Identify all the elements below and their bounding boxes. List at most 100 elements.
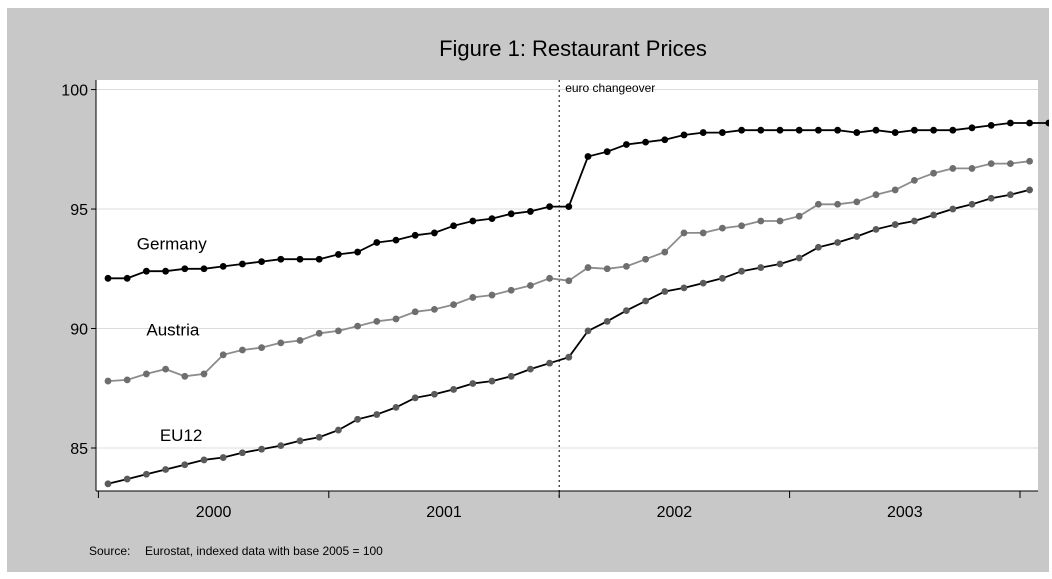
data-point-austria [872, 191, 880, 199]
data-point-austria [296, 337, 304, 344]
data-point-austria [507, 286, 515, 294]
x-tick-label: 2000 [196, 504, 232, 521]
data-point-germany [872, 126, 880, 134]
data-point-eu12 [642, 297, 649, 305]
data-point-germany [431, 229, 438, 237]
data-point-austria [584, 264, 592, 271]
data-point-eu12 [335, 426, 342, 434]
data-point-germany [949, 126, 957, 134]
y-tick-label: 90 [70, 322, 88, 339]
data-point-eu12 [565, 353, 573, 361]
data-point-eu12 [738, 267, 745, 275]
data-point-germany [354, 248, 361, 256]
data-point-austria [123, 376, 131, 384]
data-point-germany [527, 208, 534, 215]
data-point-eu12 [815, 243, 822, 251]
data-point-germany [719, 129, 726, 136]
data-point-austria [469, 294, 477, 301]
data-point-austria [373, 317, 381, 325]
data-point-germany [891, 129, 899, 136]
data-point-germany [181, 265, 189, 273]
data-point-eu12 [411, 394, 419, 402]
data-point-germany [546, 203, 553, 211]
data-point-austria [987, 160, 995, 168]
data-point-germany [930, 126, 937, 134]
data-point-germany [968, 124, 976, 132]
data-point-eu12 [872, 225, 880, 233]
data-point-austria [450, 301, 457, 309]
data-point-eu12 [373, 411, 381, 418]
data-point-austria [200, 370, 208, 378]
data-point-eu12 [123, 475, 131, 483]
y-ticks: 85 90 95 100 [61, 83, 96, 458]
data-point-austria [642, 255, 649, 263]
data-point-austria [315, 329, 323, 337]
y-tick-label: 85 [70, 441, 88, 458]
data-point-austria [699, 229, 707, 237]
data-point-germany [162, 267, 170, 275]
data-point-germany [296, 255, 304, 263]
data-point-austria [1026, 157, 1033, 165]
data-point-germany [411, 231, 419, 239]
data-point-germany [603, 148, 611, 156]
data-point-germany [507, 210, 515, 218]
data-point-germany [239, 260, 246, 268]
data-point-germany [565, 203, 573, 211]
data-point-austria [277, 339, 285, 347]
data-point-eu12 [488, 377, 496, 385]
data-point-austria [392, 315, 400, 323]
data-point-austria [411, 308, 419, 316]
data-point-eu12 [450, 386, 457, 393]
series-group [104, 119, 1049, 488]
data-point-austria [143, 370, 150, 378]
data-point-germany [757, 126, 765, 134]
data-point-germany [219, 262, 227, 270]
data-point-eu12 [181, 461, 189, 469]
data-point-germany [584, 153, 592, 160]
data-point-germany [258, 258, 265, 266]
data-point-austria [815, 200, 822, 208]
data-point-eu12 [469, 380, 477, 387]
data-point-eu12 [431, 390, 438, 398]
data-point-germany [315, 255, 323, 263]
data-point-eu12 [1007, 191, 1014, 199]
data-point-eu12 [546, 359, 553, 367]
chart-svg: 85 90 95 100 2000 2001 2002 2003 euro changeov… [61, 36, 1049, 558]
data-point-germany [642, 138, 649, 146]
data-point-austria [738, 222, 745, 230]
data-point-eu12 [680, 284, 688, 292]
data-point-germany [661, 136, 669, 144]
data-point-germany [738, 126, 745, 134]
data-point-austria [546, 274, 553, 282]
data-point-eu12 [911, 217, 918, 225]
data-point-austria [181, 372, 189, 380]
data-point-germany [123, 274, 131, 282]
data-point-austria [239, 346, 246, 354]
data-point-austria [258, 344, 265, 352]
data-point-eu12 [757, 264, 765, 271]
data-point-eu12 [239, 449, 246, 457]
data-point-eu12 [699, 279, 707, 287]
data-point-eu12 [661, 288, 669, 295]
data-point-eu12 [623, 307, 630, 314]
data-point-eu12 [719, 274, 726, 282]
series-label-eu12: EU12 [160, 426, 203, 445]
data-point-germany [623, 141, 630, 148]
data-point-austria [834, 200, 841, 208]
data-point-austria [527, 282, 534, 289]
data-point-eu12 [776, 260, 784, 268]
source-label: Source: [89, 544, 130, 558]
x-tick-label: 2003 [887, 504, 923, 521]
data-point-eu12 [603, 317, 611, 325]
data-point-austria [565, 277, 573, 285]
data-point-eu12 [527, 365, 534, 373]
data-point-germany [488, 215, 496, 222]
data-point-austria [930, 169, 937, 177]
data-point-austria [968, 165, 976, 172]
data-point-eu12 [930, 211, 937, 219]
data-point-austria [776, 217, 784, 225]
x-tick-label: 2002 [657, 504, 693, 521]
data-point-austria [661, 248, 669, 256]
series-label-germany: Germany [137, 235, 207, 254]
data-point-germany [373, 239, 381, 246]
